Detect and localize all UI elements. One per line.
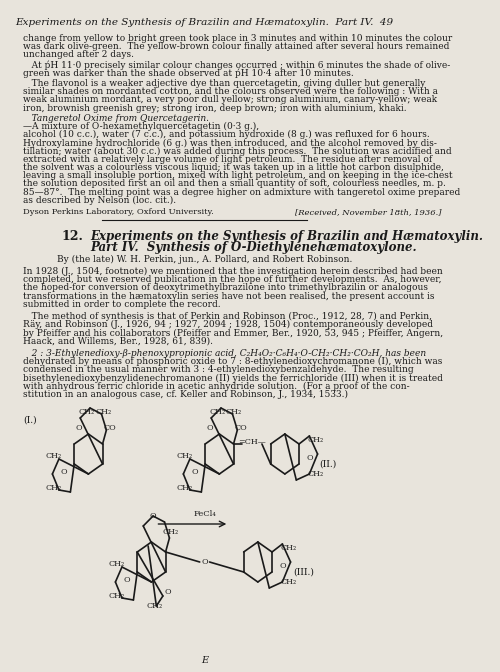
Text: Hydroxylamine hydrochloride (6 g.) was then introduced, and the alcohol removed : Hydroxylamine hydrochloride (6 g.) was t… [23,138,437,148]
Text: (III.): (III.) [293,567,314,577]
Text: O: O [279,562,285,570]
Text: =CH—: =CH— [238,438,266,446]
Text: CH₂: CH₂ [177,484,193,492]
Text: the solvent was a colourless viscous liquid; it was taken up in a little hot car: the solvent was a colourless viscous liq… [23,163,444,172]
Text: Dyson Perkins Laboratory, Oxford University.: Dyson Perkins Laboratory, Oxford Univers… [23,208,214,216]
Text: CH₂: CH₂ [281,578,297,586]
Text: CH₂: CH₂ [109,560,125,568]
Text: Räy, and Robinson (J., 1926, 94 ; 1927, 2094 ; 1928, 1504) contemporaneously dev: Räy, and Robinson (J., 1926, 94 ; 1927, … [23,320,433,329]
Text: condensed in the usual manner with 3 : 4-ethylenedioxybenzaldehyde.  The resulti: condensed in the usual manner with 3 : 4… [23,365,413,374]
Text: change from yellow to bright green took place in 3 minutes and within 10 minutes: change from yellow to bright green took … [23,34,452,43]
Text: submitted in order to complete the record.: submitted in order to complete the recor… [23,300,220,309]
Text: transformations in the hæmatoxylin series have not been realised, the present ac: transformations in the hæmatoxylin serie… [23,292,434,300]
Text: The flavonol is a weaker adjective dye than quercetagetin, giving duller but gen: The flavonol is a weaker adjective dye t… [23,79,425,88]
Text: with anhydrous ferric chloride in acetic anhydride solution.  (For a proof of th: with anhydrous ferric chloride in acetic… [23,382,409,390]
Text: similar shades on mordanted cotton, and the colours observed were the following : similar shades on mordanted cotton, and … [23,87,438,96]
Text: CH₂: CH₂ [308,436,324,444]
Text: 2 : 3-Ethylenedioxy-β-phenoxypropionic acid, C₂H₄O₂·C₆H₄·O-CH₂·CH₂·CO₂H, has bee: 2 : 3-Ethylenedioxy-β-phenoxypropionic a… [23,349,426,358]
Text: O: O [192,468,198,476]
Text: as described by Nelson (loc. cit.).: as described by Nelson (loc. cit.). [23,196,176,205]
Text: CH₂: CH₂ [210,408,226,416]
Text: leaving a small insoluble portion, mixed with light petroleum, and on keeping in: leaving a small insoluble portion, mixed… [23,171,452,180]
Text: FeCl₄: FeCl₄ [193,510,216,518]
Text: iron, brownish greenish grey; strong iron, deep brown; iron with aluminium, khak: iron, brownish greenish grey; strong iro… [23,103,406,113]
Text: green was darker than the shade observed at ṕH 10·4 after 10 minutes.: green was darker than the shade observed… [23,69,353,79]
Text: O: O [202,558,208,566]
Text: Tangeretol Oxime from Quercetagerin.: Tangeretol Oxime from Quercetagerin. [23,114,209,123]
Text: O: O [164,588,171,596]
Text: CH₂: CH₂ [163,528,179,536]
Text: —A mixture of O-hexamethylquercetagetin (0·3 g.),: —A mixture of O-hexamethylquercetagetin … [23,122,259,131]
Text: E: E [201,657,208,665]
Text: CO: CO [234,424,247,432]
Text: Experiments on the Synthesis of Brazilin and Hæmatoxylin.  Part IV.  49: Experiments on the Synthesis of Brazilin… [16,18,394,27]
Text: unchanged after 2 days.: unchanged after 2 days. [23,50,134,59]
Text: bisethylenedioxybenzylidenechromanone (II) yields the ferrichloride (III) when i: bisethylenedioxybenzylidenechromanone (I… [23,374,443,382]
Text: weak aluminium mordant, a very poor dull yellow; strong aluminium, canary-yellow: weak aluminium mordant, a very poor dull… [23,95,437,104]
Text: At ṕH 11·0 precisely similar colour changes occurred ; within 6 minutes the shad: At ṕH 11·0 precisely similar colour chan… [23,60,450,70]
Text: CH₂: CH₂ [78,408,95,416]
Text: (II.): (II.) [319,460,336,468]
Text: O: O [60,468,67,476]
Text: O: O [150,512,156,520]
Text: CH₂: CH₂ [95,408,112,416]
Text: [Received, November 18th, 1936.]: [Received, November 18th, 1936.] [294,208,441,216]
Text: dehydrated by means of phosphoric oxide to 7 : 8-ethylenedioxychromanone (I), wh: dehydrated by means of phosphoric oxide … [23,357,442,366]
Text: By (the late) W. H. Perkin, jun., A. Pollard, and Robert Robinson.: By (the late) W. H. Perkin, jun., A. Pol… [57,255,352,264]
Text: the hoped-for conversion of deoxytrimethylbrazilone into trimethylbrazilin or an: the hoped-for conversion of deoxytrimeth… [23,284,428,292]
Text: (I.): (I.) [23,415,36,425]
Text: completed, but we reserved publication in the hope of further developments.  As,: completed, but we reserved publication i… [23,276,442,284]
Text: Haack, and Willems, Ber., 1928, 61, 839).: Haack, and Willems, Ber., 1928, 61, 839)… [23,337,213,345]
Text: O: O [124,576,130,584]
Text: CH₂: CH₂ [46,484,62,492]
Text: the solution deposited first an oil and then a small quantity of soft, colourles: the solution deposited first an oil and … [23,179,446,188]
Text: CO: CO [104,424,116,432]
Text: O: O [306,454,312,462]
Text: 85—87°.  The melting point was a degree higher on admixture with tangeretol oxim: 85—87°. The melting point was a degree h… [23,187,460,197]
Text: CH₂: CH₂ [146,602,163,610]
Text: Experiments on the Synthesis of Brazilin and Hæmatoxylin.: Experiments on the Synthesis of Brazilin… [90,230,483,243]
Text: was dark olive-green.  The yellow-brown colour finally attained after several ho: was dark olive-green. The yellow-brown c… [23,42,450,51]
Text: 12.: 12. [62,230,84,243]
Text: O: O [206,424,213,432]
Text: In 1928 (J., 1504, footnote) we mentioned that the investigation herein describe: In 1928 (J., 1504, footnote) we mentione… [23,267,442,276]
Text: CH₂: CH₂ [177,452,193,460]
Text: CH₂: CH₂ [308,470,324,478]
Text: CH₂: CH₂ [109,592,125,600]
Text: CH₂: CH₂ [46,452,62,460]
Text: extracted with a relatively large volume of light petroleum.  The residue after : extracted with a relatively large volume… [23,155,432,164]
Text: by Pfeiffer and his collaborators (Pfeiffer and Emmer, Ber., 1920, 53, 945 ; Pfe: by Pfeiffer and his collaborators (Pfeif… [23,329,443,337]
Text: tillation; water (about 30 c.c.) was added during this process.  The solution wa: tillation; water (about 30 c.c.) was add… [23,146,452,156]
Text: Part IV.  Synthesis of O-Diethylenehæmatoxylone.: Part IV. Synthesis of O-Diethylenehæmato… [90,241,416,254]
Text: O: O [76,424,82,432]
Text: CH₂: CH₂ [226,408,242,416]
Text: alcohol (10 c.c.), water (7 c.c.), and potassium hydroxide (8 g.) was refluxed f: alcohol (10 c.c.), water (7 c.c.), and p… [23,130,430,139]
Text: stitution in an analogous case, cf. Keller and Robinson, J., 1934, 1533.): stitution in an analogous case, cf. Kell… [23,390,348,399]
Text: The method of synthesis is that of Perkin and Robinson (Proc., 1912, 28, 7) and : The method of synthesis is that of Perki… [23,312,432,321]
Text: CH₂: CH₂ [281,544,297,552]
